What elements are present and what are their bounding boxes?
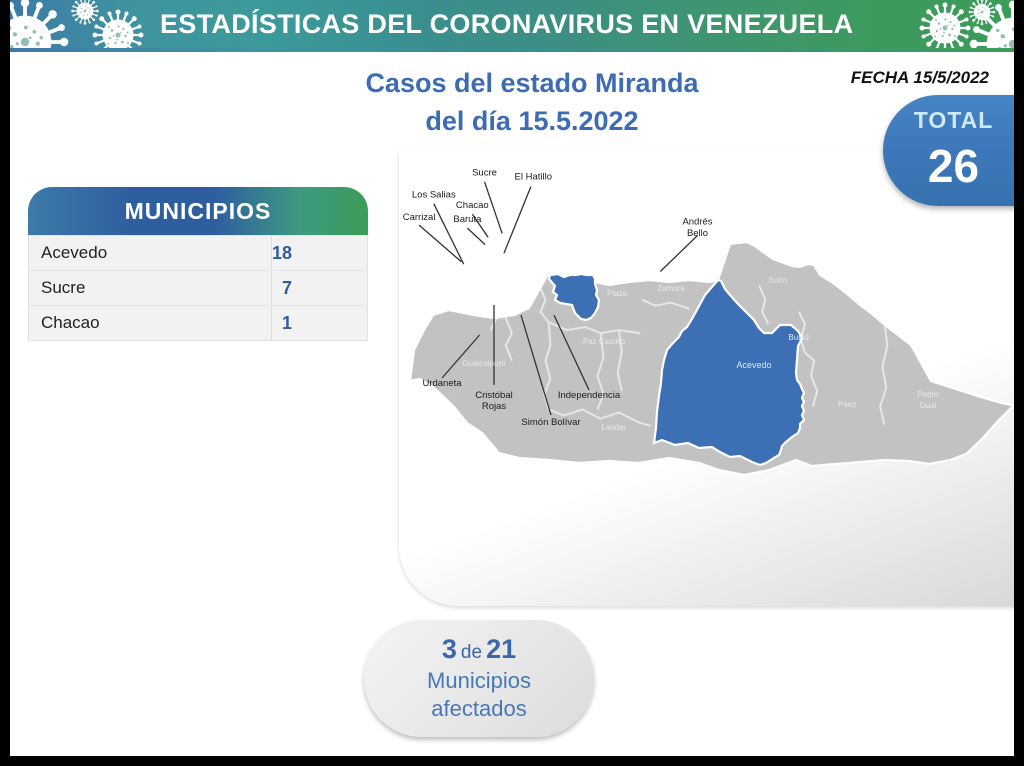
svg-text:Plaza: Plaza bbox=[607, 289, 628, 298]
svg-text:Simón Bolívar: Simón Bolívar bbox=[521, 417, 580, 428]
svg-text:Baruta: Baruta bbox=[453, 214, 482, 225]
svg-text:El Hatillo: El Hatillo bbox=[515, 171, 553, 182]
svg-text:Independencia: Independencia bbox=[558, 390, 621, 401]
svg-text:Urdaneta: Urdaneta bbox=[422, 378, 462, 389]
svg-text:Buroz: Buroz bbox=[789, 333, 810, 342]
svg-text:Zamora: Zamora bbox=[657, 284, 685, 293]
svg-text:Acevedo: Acevedo bbox=[736, 360, 771, 370]
svg-text:Los Salias: Los Salias bbox=[412, 190, 456, 201]
svg-text:Lander: Lander bbox=[602, 423, 627, 432]
svg-text:Sucre: Sucre bbox=[472, 168, 497, 179]
svg-text:Gual: Gual bbox=[920, 401, 937, 410]
svg-text:Pedro: Pedro bbox=[917, 390, 939, 399]
svg-text:Páez: Páez bbox=[838, 400, 856, 409]
svg-text:Cristóbal: Cristóbal bbox=[475, 390, 513, 401]
svg-text:Paz Castillo: Paz Castillo bbox=[583, 337, 626, 346]
svg-text:Bello: Bello bbox=[687, 228, 708, 239]
svg-text:Carrizal: Carrizal bbox=[403, 212, 436, 223]
svg-text:Guaicaipuro: Guaicaipuro bbox=[462, 359, 506, 368]
svg-text:Chacao: Chacao bbox=[456, 200, 489, 211]
svg-text:Brión: Brión bbox=[769, 276, 788, 285]
svg-text:Andrés: Andrés bbox=[682, 217, 712, 228]
svg-text:Rojas: Rojas bbox=[482, 401, 507, 412]
